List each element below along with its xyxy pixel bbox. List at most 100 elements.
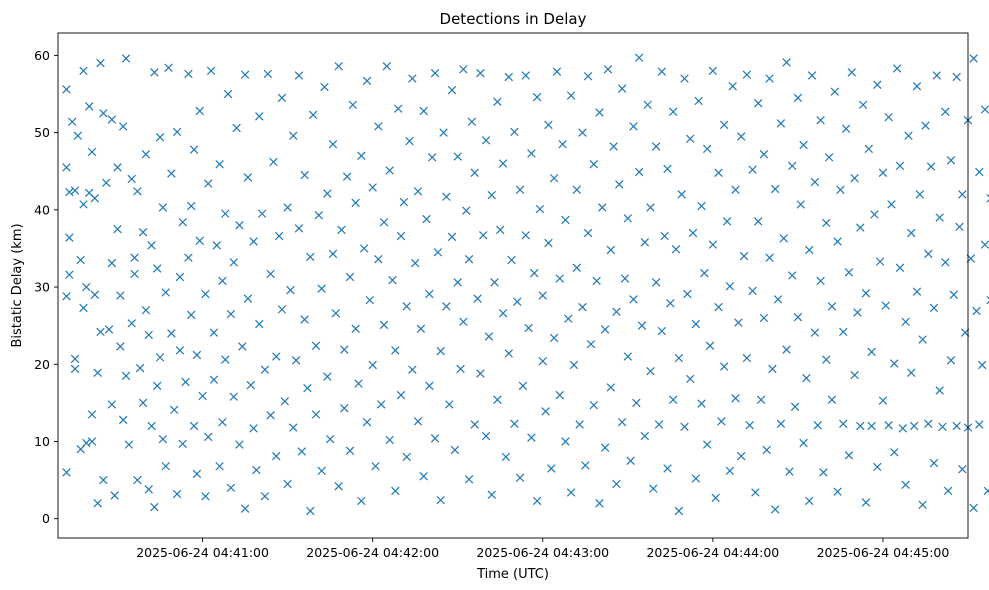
data-point [975,420,984,429]
data-point [402,302,411,311]
data-point [144,330,153,340]
data-point [921,121,930,130]
data-point [532,92,542,102]
y-tick-label: 40 [34,202,50,217]
x-tick-label: 2025-06-24 04:44:00 [646,545,779,560]
data-point [212,241,221,250]
data-point [67,117,77,127]
data-point [799,438,808,448]
data-point [277,93,287,103]
data-point [736,132,746,141]
data-point [776,119,786,128]
data-point [714,302,723,312]
data-point [464,475,474,484]
data-point [691,319,701,329]
data-point [260,492,270,501]
data-point [779,234,788,243]
data-point [875,257,885,266]
data-point [382,61,392,71]
data-point [606,383,616,392]
data-point [189,145,199,154]
data-point [938,422,947,432]
data-point [844,268,854,277]
data-point [904,131,913,140]
data-point [822,218,831,228]
data-point [762,445,771,455]
data-point [578,302,587,312]
data-point [629,122,638,131]
data-point [243,294,253,303]
y-axis-ticks: 0 10 20 30 40 50 60 [34,48,58,526]
data-point [558,139,567,149]
data-point [82,282,91,292]
data-point [255,112,264,121]
data-point [782,345,791,354]
data-point [660,231,669,241]
data-point [141,305,151,315]
data-point [447,85,457,95]
data-point [952,421,961,431]
data-point [685,134,695,144]
data-point [759,313,769,323]
data-point [651,142,661,151]
data-point [861,288,871,298]
data-point [447,232,457,242]
x-tick-label: 2025-06-24 04:41:00 [136,545,269,560]
data-point [663,464,672,473]
data-point [918,335,927,344]
data-point [223,89,233,99]
data-point [130,253,139,262]
data-point [456,364,465,374]
data-point [810,177,820,187]
data-point [745,421,754,430]
data-point [487,490,496,499]
data-point [289,131,298,140]
data-point [155,133,165,142]
data-point [771,184,780,194]
data-point [263,69,273,79]
data-point [912,82,922,91]
data-point [345,272,355,282]
data-point [924,419,933,428]
data-point [195,106,204,116]
data-point [719,120,729,130]
data-point [615,180,624,189]
data-point [915,190,925,199]
x-tick-label: 2025-06-24 04:42:00 [306,545,439,560]
data-point [243,173,253,182]
data-point [320,82,329,92]
data-point [552,67,562,76]
data-point [691,474,701,483]
data-point [955,222,964,232]
data-point [433,248,443,257]
data-point [654,420,664,429]
data-point [70,186,80,195]
data-point [941,258,950,267]
data-point [873,462,882,472]
data-point [612,479,621,489]
data-point [839,327,848,337]
data-point [65,187,74,197]
data-point [444,400,454,409]
data-point [753,99,763,108]
data-point [178,217,187,227]
data-point [289,423,298,432]
data-point [192,469,202,479]
data-point [504,72,513,82]
data-point [104,325,114,334]
data-point [246,380,255,390]
data-point [612,307,621,316]
data-point [538,291,547,300]
data-point [929,303,939,313]
data-point [255,319,264,329]
data-point [425,381,434,391]
data-point [725,466,735,476]
data-point [924,249,933,259]
data-point [841,124,851,133]
data-point [867,347,876,357]
data-point [493,97,502,106]
data-point [328,139,338,149]
data-point [870,210,879,219]
data-point [901,317,910,327]
data-point [853,308,862,317]
